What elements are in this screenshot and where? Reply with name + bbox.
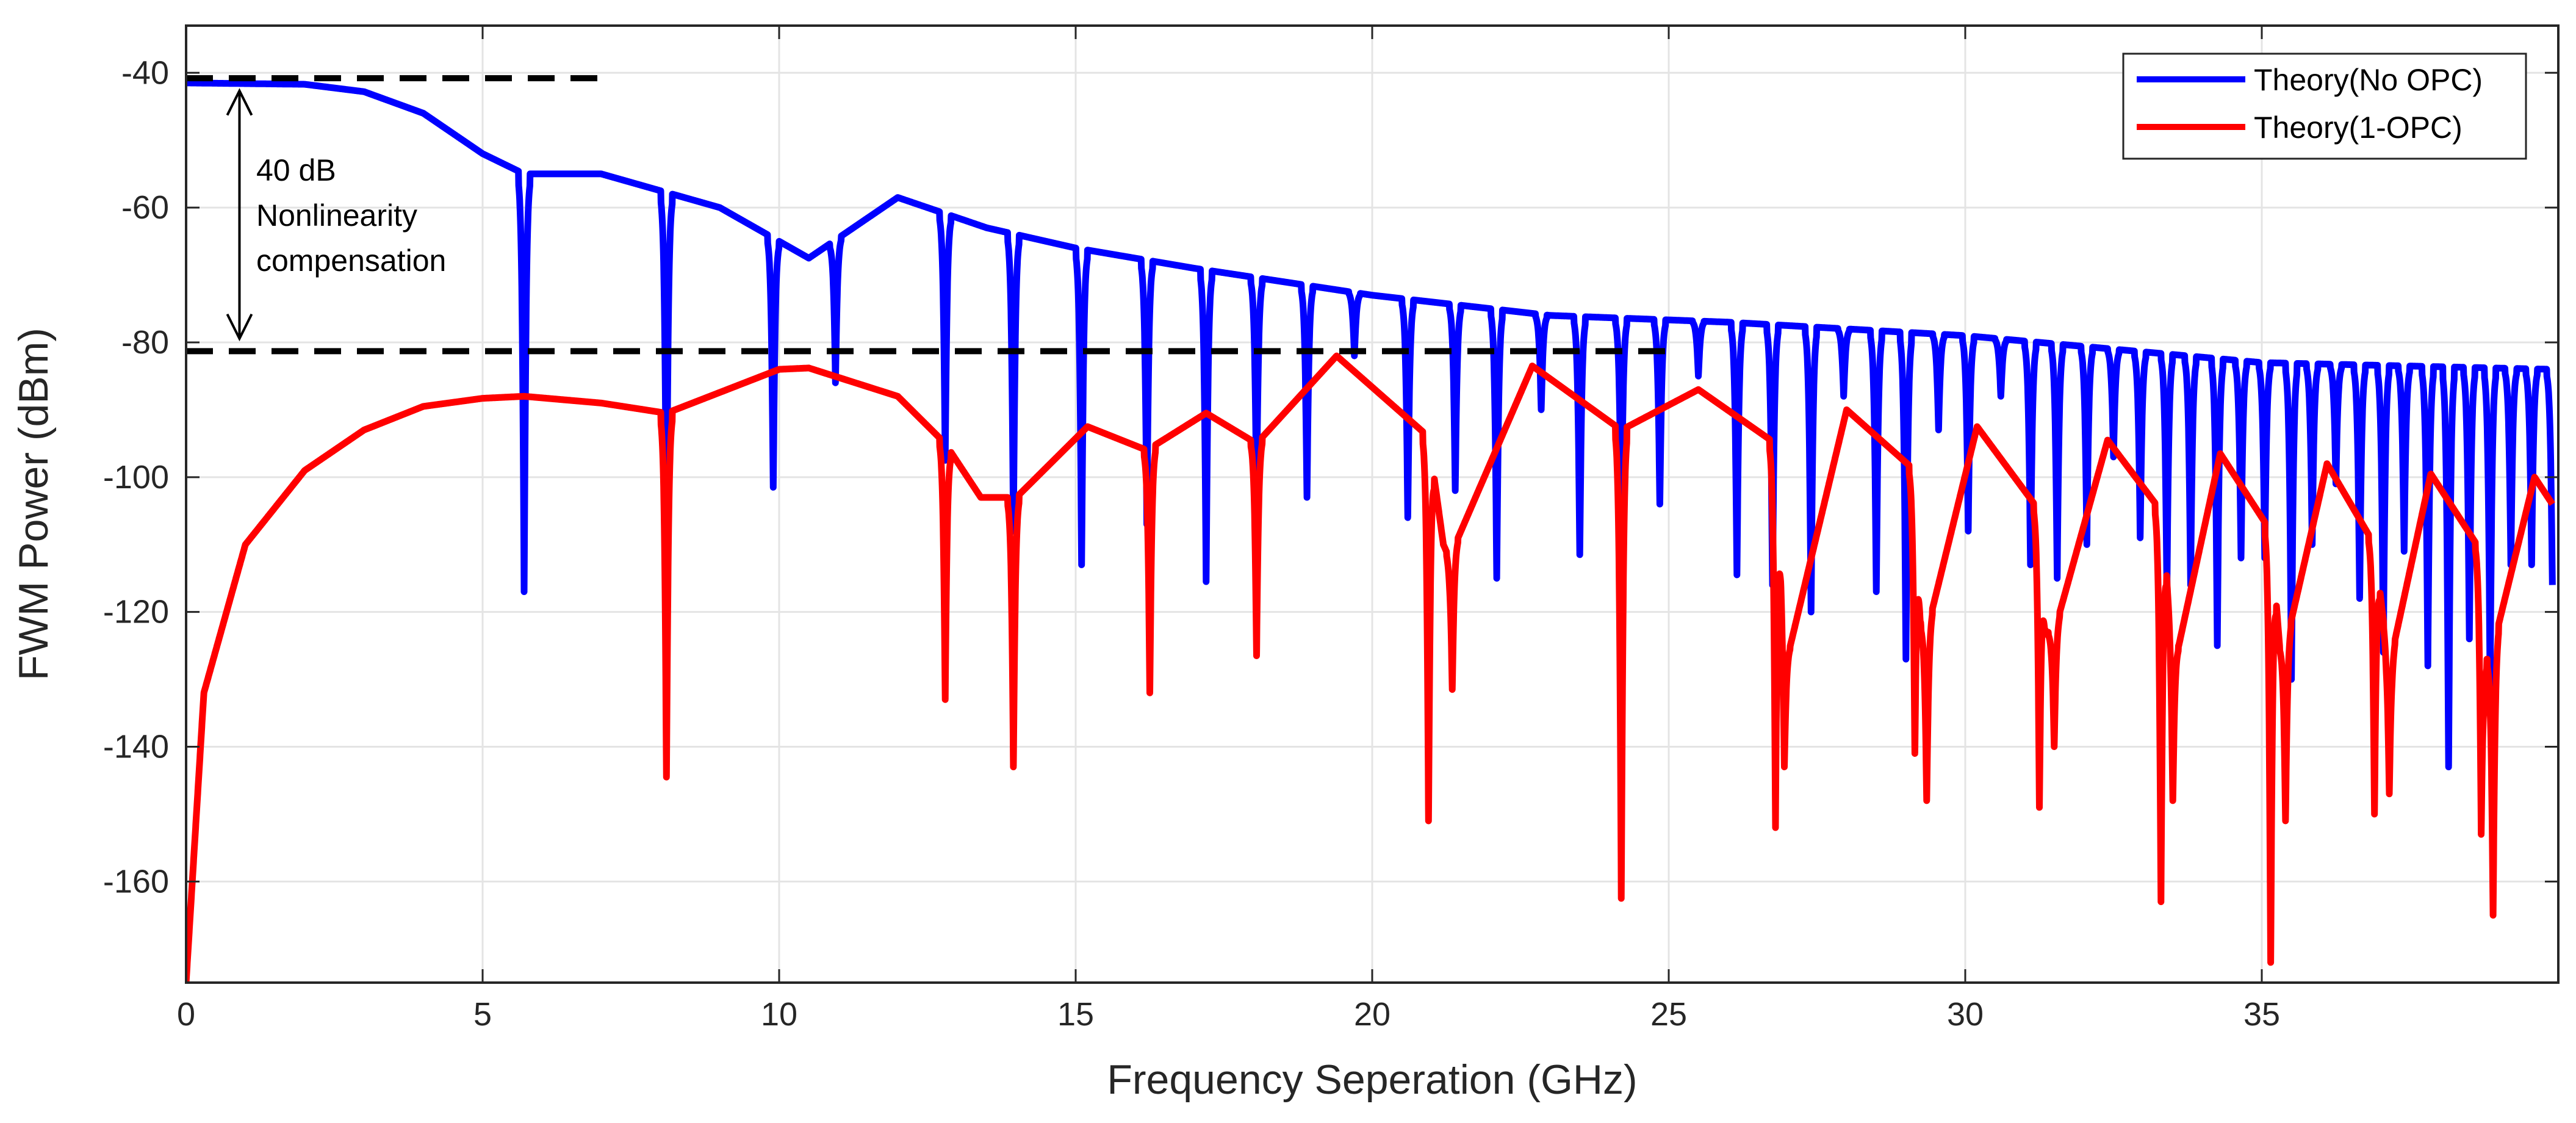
y-tick-label: -60 [121, 189, 169, 226]
y-tick-label: -100 [103, 459, 169, 496]
x-tick-label: 30 [1947, 996, 1984, 1033]
annotation-line-2: Nonlinearity [256, 198, 417, 233]
legend-box [2122, 52, 2527, 160]
x-tick-label: 10 [761, 996, 797, 1033]
legend: Theory(No OPC) Theory(1-OPC) [2122, 52, 2527, 160]
y-tick-label: -80 [121, 324, 169, 361]
series-line-1-opc [186, 352, 2556, 983]
legend-label-no-opc: Theory(No OPC) [2254, 63, 2483, 97]
x-tick-label: 35 [2243, 996, 2280, 1033]
legend-label-1-opc: Theory(1-OPC) [2254, 110, 2463, 145]
y-tick-label: -140 [103, 729, 169, 765]
y-tick-label: -40 [121, 54, 169, 91]
reference-lines [186, 75, 1669, 355]
series-line-no-opc [186, 79, 2556, 771]
axis-ticks: 0 5 10 15 20 25 30 35 -160 -140 -120 -100 -80 -60 -40 [103, 26, 2558, 1033]
x-tick-label: 25 [1650, 996, 1687, 1033]
annotation-line-3: compensation [256, 244, 446, 278]
x-axis-label: Frequency Seperation (GHz) [1107, 1056, 1637, 1103]
annotation-arrow-head-up [226, 88, 253, 116]
y-tick-label: -160 [103, 863, 169, 900]
x-tick-label: 0 [177, 996, 195, 1033]
annotation-line-1: 40 dB [256, 153, 336, 187]
annotation-group: 40 dB Nonlinearity compensation [226, 88, 446, 342]
x-tick-label: 20 [1354, 996, 1391, 1033]
x-tick-label: 5 [473, 996, 492, 1033]
y-tick-label: -120 [103, 594, 169, 630]
y-axis-label: FWM Power (dBm) [10, 328, 57, 681]
annotation-arrow-head-down [226, 313, 253, 342]
x-tick-label: 15 [1057, 996, 1094, 1033]
series-group [186, 79, 2556, 983]
